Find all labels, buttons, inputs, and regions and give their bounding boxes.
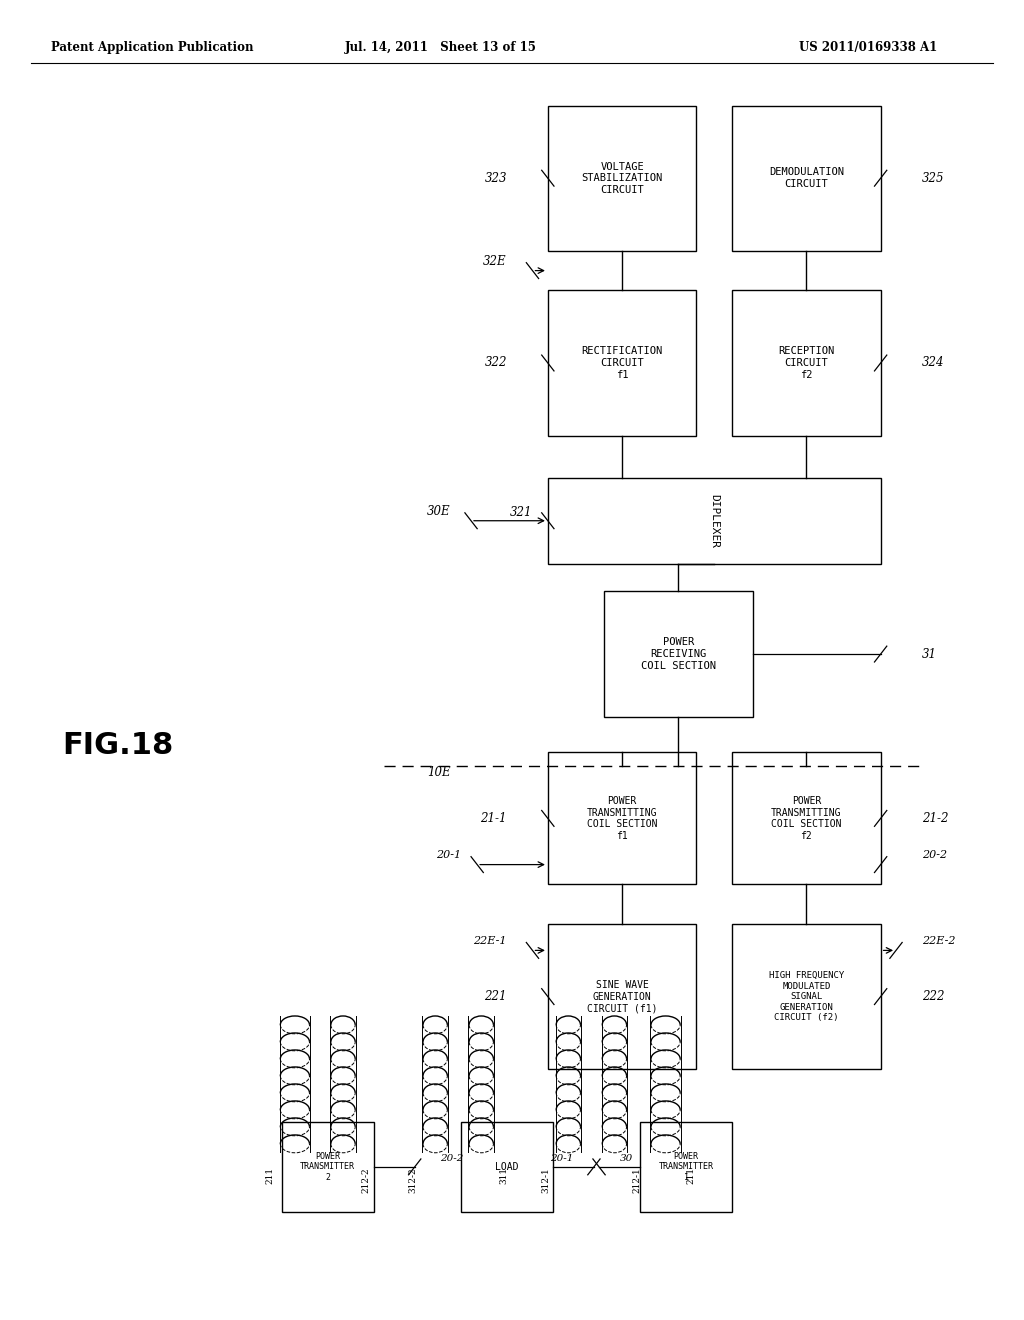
Bar xyxy=(461,1122,553,1212)
Text: 311: 311 xyxy=(500,1167,508,1184)
Text: POWER
TRANSMITTER
1: POWER TRANSMITTER 1 xyxy=(658,1152,714,1181)
Text: 322: 322 xyxy=(484,356,507,370)
Text: 20-1: 20-1 xyxy=(435,850,461,861)
Text: 30E: 30E xyxy=(427,506,451,517)
Text: POWER
TRANSMITTING
COIL SECTION
f1: POWER TRANSMITTING COIL SECTION f1 xyxy=(587,796,657,841)
Text: Patent Application Publication: Patent Application Publication xyxy=(51,41,254,54)
Text: 22E-1: 22E-1 xyxy=(473,936,507,946)
Text: 21-1: 21-1 xyxy=(480,812,507,825)
Text: 21-2: 21-2 xyxy=(922,812,948,825)
Text: 20-2: 20-2 xyxy=(440,1155,464,1163)
Text: 10E: 10E xyxy=(427,766,451,779)
Text: RECTIFICATION
CIRCUIT
f1: RECTIFICATION CIRCUIT f1 xyxy=(582,346,663,380)
Text: 321: 321 xyxy=(510,507,532,519)
Bar xyxy=(640,1122,732,1212)
Text: 324: 324 xyxy=(922,356,944,370)
Bar xyxy=(282,1122,374,1212)
Bar xyxy=(732,752,881,884)
Text: 221: 221 xyxy=(484,990,507,1003)
Bar xyxy=(548,290,696,436)
Text: HIGH FREQUENCY
MODULATED
SIGNAL
GENERATION
CIRCUIT (f2): HIGH FREQUENCY MODULATED SIGNAL GENERATI… xyxy=(769,972,844,1022)
Text: 32E: 32E xyxy=(483,255,507,268)
Bar xyxy=(548,106,696,251)
Text: 20-2: 20-2 xyxy=(922,850,947,861)
Text: 312-1: 312-1 xyxy=(542,1167,551,1193)
Text: 323: 323 xyxy=(484,172,507,185)
Text: POWER
TRANSMITTING
COIL SECTION
f2: POWER TRANSMITTING COIL SECTION f2 xyxy=(771,796,842,841)
Text: VOLTAGE
STABILIZATION
CIRCUIT: VOLTAGE STABILIZATION CIRCUIT xyxy=(582,161,663,195)
Bar xyxy=(732,924,881,1069)
Text: 20-1: 20-1 xyxy=(550,1155,573,1163)
Text: 30: 30 xyxy=(620,1155,633,1163)
Bar xyxy=(548,752,696,884)
Text: 212-1: 212-1 xyxy=(632,1167,641,1193)
Bar xyxy=(732,106,881,251)
Bar xyxy=(548,924,696,1069)
Text: SINE WAVE
GENERATION
CIRCUIT (f1): SINE WAVE GENERATION CIRCUIT (f1) xyxy=(587,979,657,1014)
Text: DIPLEXER: DIPLEXER xyxy=(710,494,719,548)
Text: POWER
RECEIVING
COIL SECTION: POWER RECEIVING COIL SECTION xyxy=(641,638,716,671)
Text: 325: 325 xyxy=(922,172,944,185)
Text: FIG.18: FIG.18 xyxy=(62,731,173,760)
Text: 31: 31 xyxy=(922,648,937,660)
Text: 212-2: 212-2 xyxy=(361,1167,370,1192)
Bar xyxy=(604,591,753,717)
Text: RECEPTION
CIRCUIT
f2: RECEPTION CIRCUIT f2 xyxy=(778,346,835,380)
Text: Jul. 14, 2011   Sheet 13 of 15: Jul. 14, 2011 Sheet 13 of 15 xyxy=(344,41,537,54)
Text: 312-2: 312-2 xyxy=(409,1167,418,1192)
Bar xyxy=(548,478,881,564)
Text: 222: 222 xyxy=(922,990,944,1003)
Text: 211: 211 xyxy=(686,1167,695,1184)
Text: LOAD: LOAD xyxy=(496,1162,518,1172)
Bar xyxy=(732,290,881,436)
Text: DEMODULATION
CIRCUIT: DEMODULATION CIRCUIT xyxy=(769,168,844,189)
Text: US 2011/0169338 A1: US 2011/0169338 A1 xyxy=(799,41,937,54)
Text: POWER
TRANSMITTER
2: POWER TRANSMITTER 2 xyxy=(300,1152,355,1181)
Text: 211: 211 xyxy=(265,1167,274,1184)
Text: 22E-2: 22E-2 xyxy=(922,936,955,946)
